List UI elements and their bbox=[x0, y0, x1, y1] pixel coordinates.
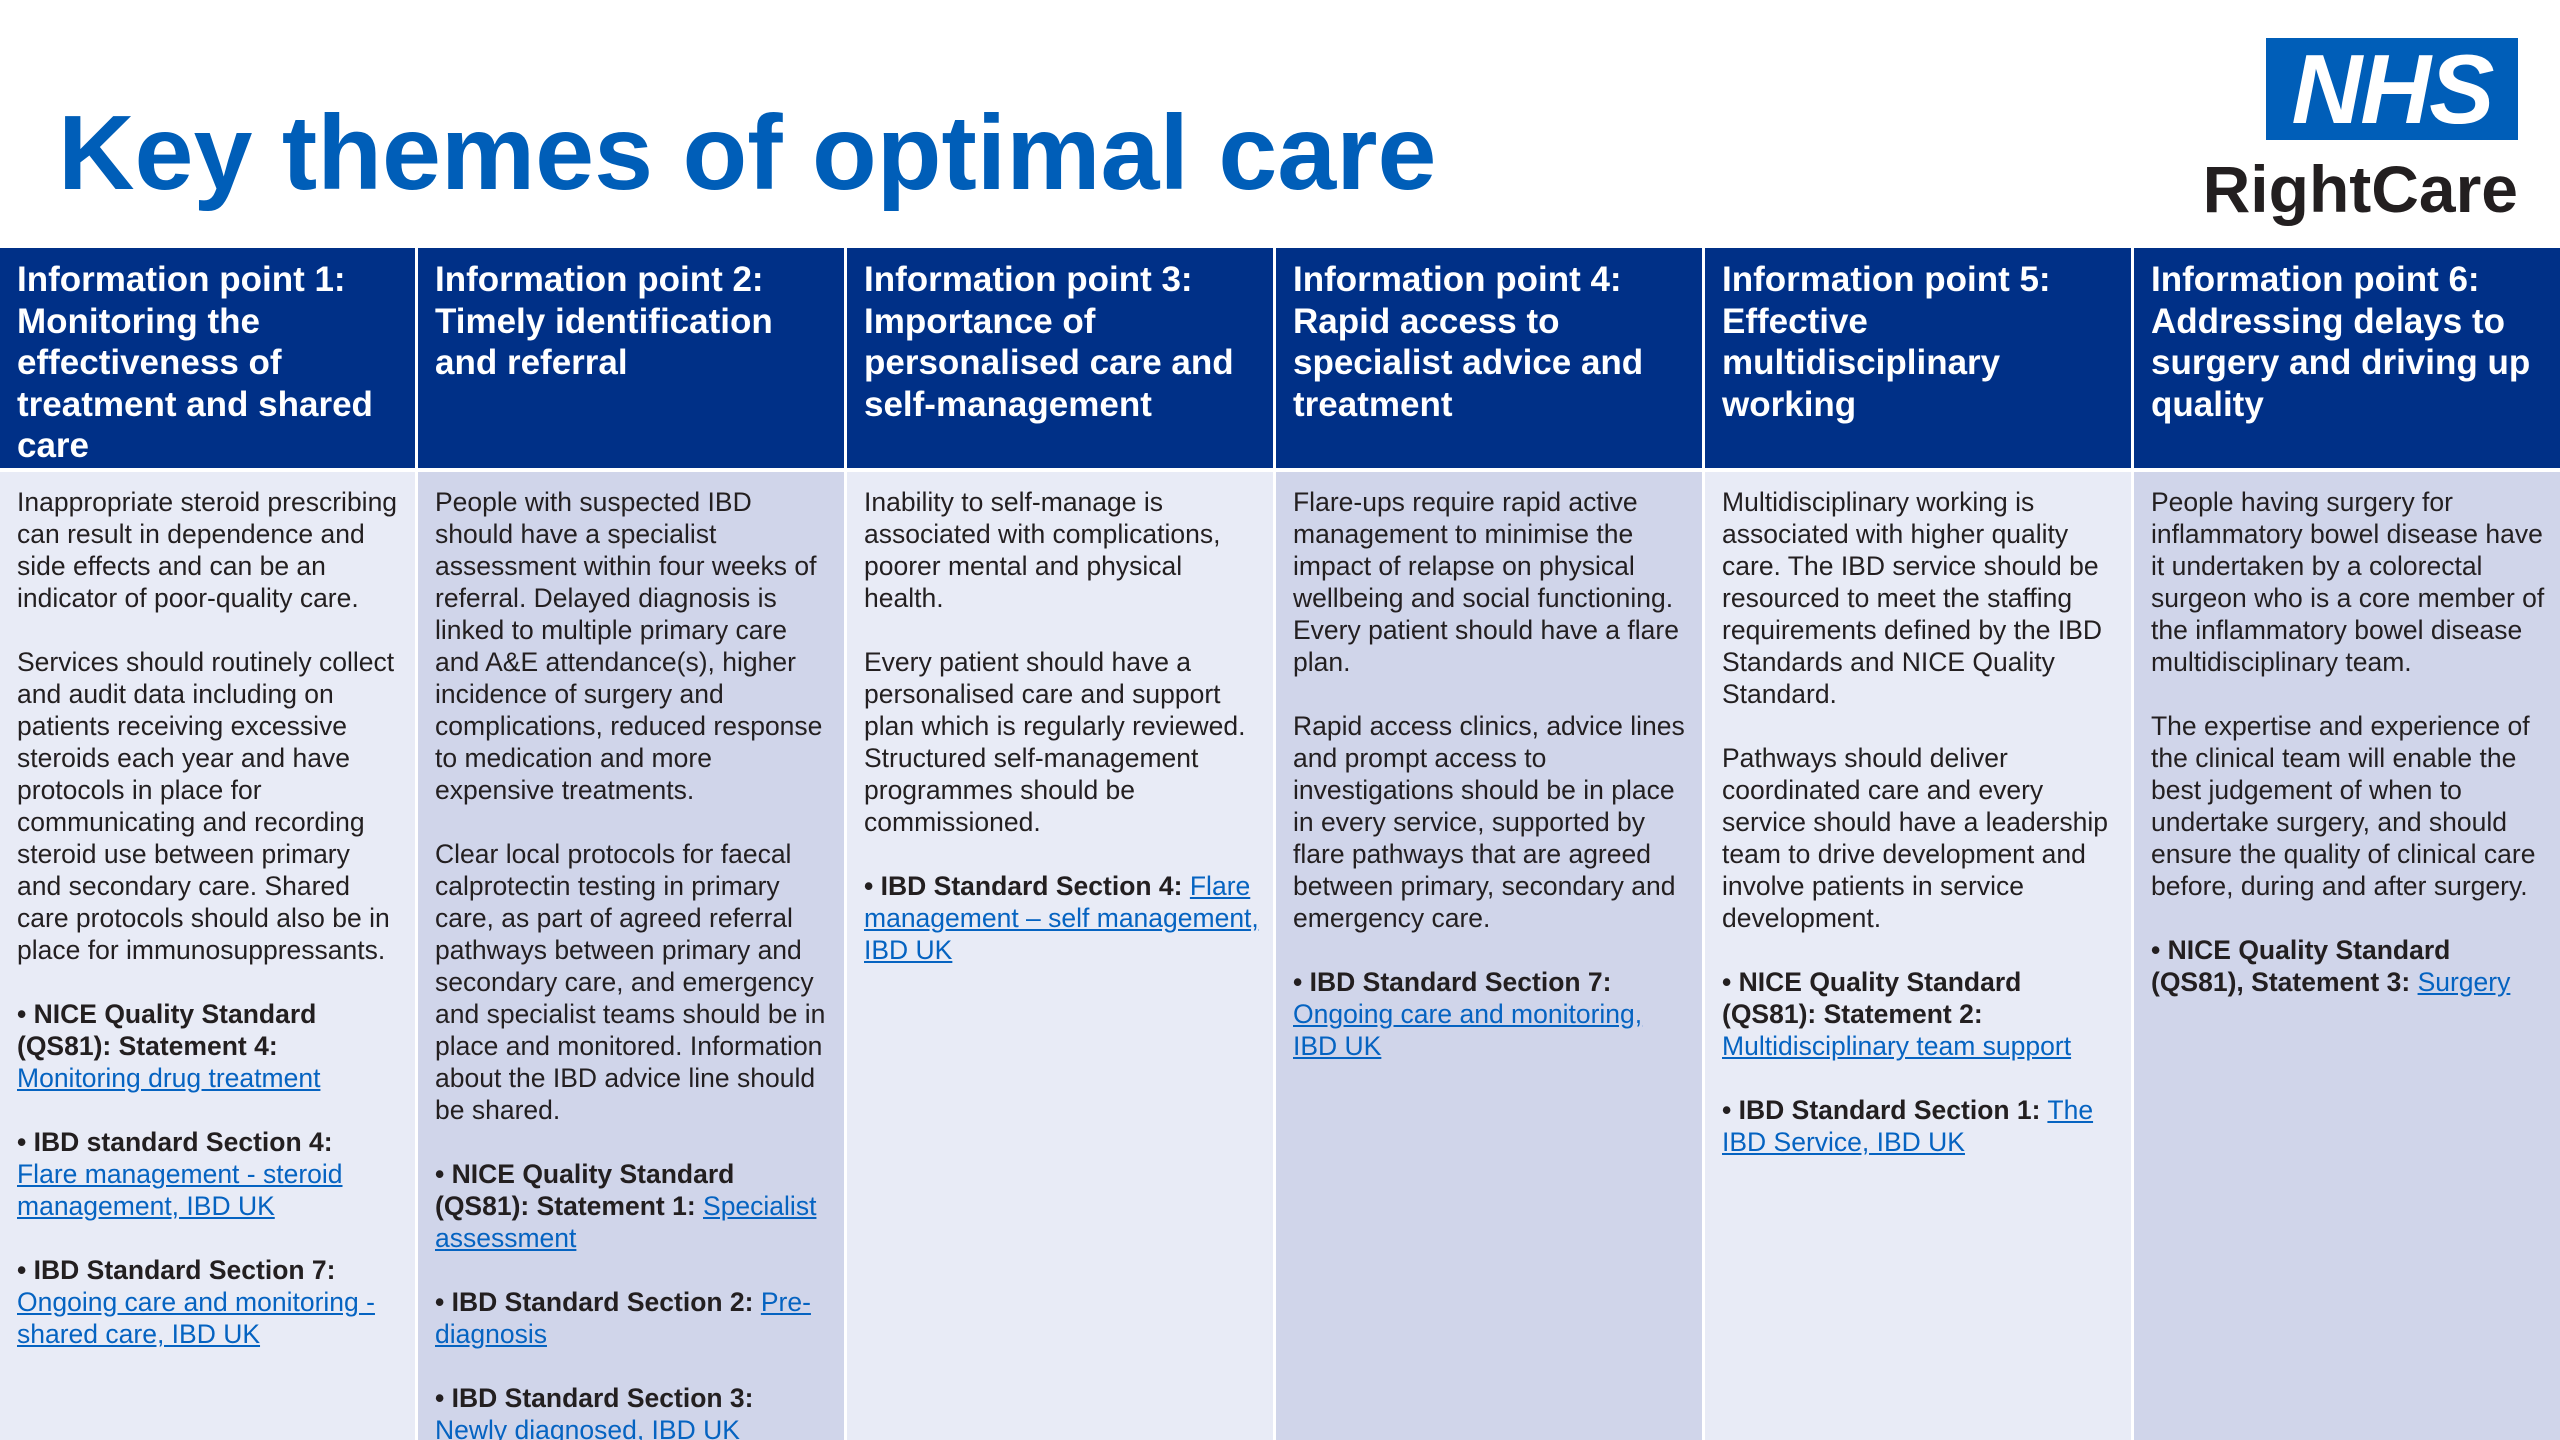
reference-item: • IBD Standard Section 3: Newly diagnosed… bbox=[435, 1382, 830, 1440]
reference-item: • IBD Standard Section 1: The IBD Servic… bbox=[1722, 1094, 2117, 1158]
reference-link[interactable]: Surgery bbox=[2417, 967, 2511, 997]
column-body: Multidisciplinary working is associated … bbox=[1705, 472, 2131, 1440]
reference-link[interactable]: Ongoing care and monitoring, IBD UK bbox=[1293, 999, 1643, 1061]
nhs-rightcare-logo: NHS RightCare bbox=[2188, 38, 2518, 238]
info-point-column: Information point 1: Monitoring the effe… bbox=[0, 248, 418, 1440]
info-point-column: Information point 5: Effective multidisc… bbox=[1705, 248, 2134, 1440]
reference-item: • IBD Standard Section 4: Flare manageme… bbox=[864, 870, 1259, 966]
info-point-column: Information point 2: Timely identificati… bbox=[418, 248, 847, 1440]
reference-link[interactable]: Multidisciplinary team support bbox=[1722, 1031, 2072, 1061]
body-paragraph: Services should routinely collect and au… bbox=[17, 647, 395, 965]
body-paragraph: Clear local protocols for faecal calprot… bbox=[435, 839, 826, 1125]
reference-link[interactable]: The IBD Service, IBD UK bbox=[1722, 1095, 2094, 1157]
reference-label: • IBD Standard Section 2: bbox=[435, 1287, 754, 1317]
body-paragraph: Pathways should deliver coordinated care… bbox=[1722, 743, 2108, 933]
column-body: Inappropriate steroid prescribing can re… bbox=[0, 472, 415, 1440]
body-paragraph: Inappropriate steroid prescribing can re… bbox=[17, 487, 398, 613]
reference-link[interactable]: Newly diagnosed, IBD UK bbox=[435, 1415, 740, 1440]
reference-label: • IBD Standard Section 4: bbox=[864, 871, 1183, 901]
rightcare-wordmark: RightCare bbox=[2202, 152, 2518, 226]
reference-link[interactable]: Monitoring drug treatment bbox=[17, 1063, 321, 1093]
reference-label: • IBD Standard Section 7: bbox=[1293, 967, 1612, 997]
reference-item: • NICE Quality Standard (QS81): Statemen… bbox=[1722, 966, 2117, 1062]
body-paragraph: Flare-ups require rapid active managemen… bbox=[1293, 487, 1679, 677]
column-body: Inability to self-manage is associated w… bbox=[847, 472, 1273, 1440]
reference-item: • IBD standard Section 4: Flare managemen… bbox=[17, 1126, 401, 1222]
reference-label: • IBD standard Section 4: bbox=[17, 1127, 333, 1157]
body-paragraph: People with suspected IBD should have a … bbox=[435, 487, 823, 805]
reference-link[interactable]: Pre-diagnosis bbox=[435, 1287, 811, 1349]
column-body: Flare-ups require rapid active managemen… bbox=[1276, 472, 1702, 1440]
column-header: Information point 1: Monitoring the effe… bbox=[0, 248, 415, 472]
reference-label: • IBD Standard Section 7: bbox=[17, 1255, 336, 1285]
info-point-column: Information point 3: Importance of perso… bbox=[847, 248, 1276, 1440]
reference-link[interactable]: Ongoing care and monitoring - shared car… bbox=[17, 1287, 375, 1349]
column-header: Information point 2: Timely identificati… bbox=[418, 248, 844, 472]
reference-label: • NICE Quality Standard (QS81): Statemen… bbox=[1722, 967, 2022, 1029]
column-body: People having surgery for inflammatory b… bbox=[2134, 472, 2560, 1440]
reference-label: • NICE Quality Standard (QS81): Statemen… bbox=[435, 1159, 735, 1221]
body-paragraph: The expertise and experience of the clin… bbox=[2151, 711, 2536, 901]
nhs-logo: NHS bbox=[2266, 38, 2518, 140]
column-header: Information point 5: Effective multidisc… bbox=[1705, 248, 2131, 472]
reference-item: • NICE Quality Standard (QS81), Statemen… bbox=[2151, 934, 2546, 998]
reference-link[interactable]: Flare management - steroid management, I… bbox=[17, 1159, 343, 1221]
info-point-column: Information point 4: Rapid access to spe… bbox=[1276, 248, 1705, 1440]
reference-item: • IBD Standard Section 2: Pre-diagnosis bbox=[435, 1286, 830, 1350]
column-header: Information point 4: Rapid access to spe… bbox=[1276, 248, 1702, 472]
body-paragraph: Inability to self-manage is associated w… bbox=[864, 487, 1221, 613]
themes-table: Information point 1: Monitoring the effe… bbox=[0, 248, 2560, 1440]
page-title: Key themes of optimal care bbox=[58, 94, 1437, 212]
body-paragraph: People having surgery for inflammatory b… bbox=[2151, 487, 2545, 677]
column-header: Information point 3: Importance of perso… bbox=[847, 248, 1273, 472]
reference-item: • IBD Standard Section 7: Ongoing care an… bbox=[1293, 966, 1688, 1062]
body-paragraph: Multidisciplinary working is associated … bbox=[1722, 487, 2103, 709]
reference-link[interactable]: Specialist assessment bbox=[435, 1191, 817, 1253]
column-header: Information point 6: Addressing delays t… bbox=[2134, 248, 2560, 472]
reference-label: • IBD Standard Section 3: bbox=[435, 1383, 754, 1413]
reference-item: • IBD Standard Section 7: Ongoing care an… bbox=[17, 1254, 401, 1350]
reference-item: • NICE Quality Standard (QS81): Statemen… bbox=[17, 998, 401, 1094]
reference-item: • NICE Quality Standard (QS81): Statemen… bbox=[435, 1158, 830, 1254]
reference-label: • NICE Quality Standard (QS81): Statemen… bbox=[17, 999, 317, 1061]
body-paragraph: Rapid access clinics, advice lines and p… bbox=[1293, 711, 1685, 933]
column-body: People with suspected IBD should have a … bbox=[418, 472, 844, 1440]
reference-label: • NICE Quality Standard (QS81), Statemen… bbox=[2151, 935, 2451, 997]
body-paragraph: Every patient should have a personalised… bbox=[864, 647, 1246, 837]
reference-link[interactable]: Flare management – self management, IBD … bbox=[864, 871, 1259, 965]
reference-label: • IBD Standard Section 1: bbox=[1722, 1095, 2041, 1125]
info-point-column: Information point 6: Addressing delays t… bbox=[2134, 248, 2560, 1440]
